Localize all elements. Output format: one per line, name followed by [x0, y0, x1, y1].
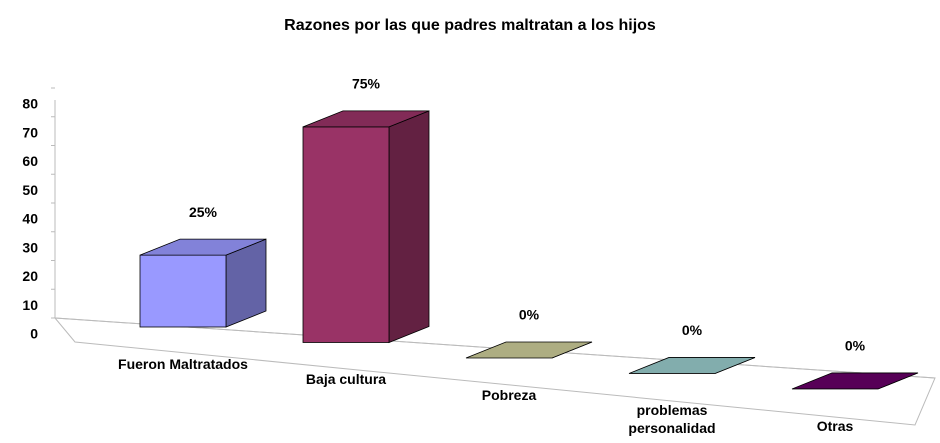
x-tick-label: problemas personalidad: [628, 402, 716, 437]
value-label: 75%: [352, 76, 381, 92]
bar-top: [139, 238, 267, 256]
bar-side: [388, 110, 430, 344]
bar-front: [139, 254, 227, 328]
y-tick-label: 0: [30, 326, 38, 342]
bar-top: [465, 341, 593, 359]
y-tick-label: 60: [22, 153, 38, 169]
bar-top: [302, 110, 430, 128]
y-tick-label: 20: [22, 268, 38, 284]
y-tick-label: 80: [22, 96, 38, 112]
x-tick-label: Otras: [816, 417, 854, 434]
chart-title: Razones por las que padres maltratan a l…: [284, 17, 656, 34]
x-tick-label: Fueron Maltratados: [118, 356, 248, 372]
value-label: 25%: [189, 204, 218, 220]
floor: [53, 317, 936, 426]
y-tick-label: 30: [22, 239, 38, 255]
value-label: 0%: [682, 322, 703, 338]
bar-front: [302, 126, 390, 343]
x-tick-label: Pobreza: [481, 386, 537, 403]
x-tick-label: Baja cultura: [305, 371, 387, 388]
y-tick-label: 50: [22, 182, 38, 198]
y-tick-label: 40: [22, 211, 38, 227]
bar-top: [628, 357, 756, 374]
y-tick-label: 10: [22, 297, 38, 313]
value-label: 0%: [519, 307, 540, 323]
value-label: 0%: [845, 338, 866, 354]
bar-top: [791, 372, 919, 390]
y-tick-label: 70: [22, 124, 38, 140]
